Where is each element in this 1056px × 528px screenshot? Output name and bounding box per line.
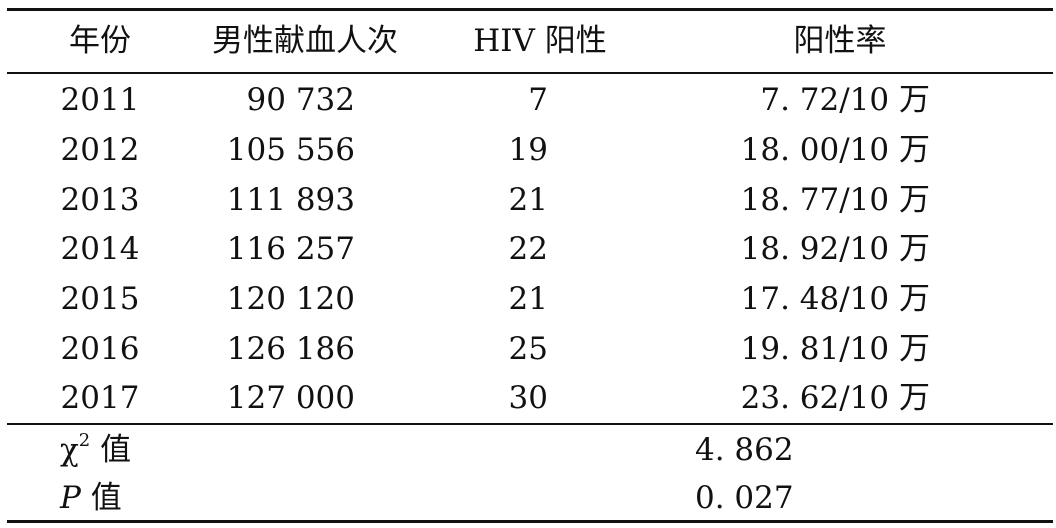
donations-cell: 111 893: [226, 182, 355, 218]
hiv-positive-cell: 30: [508, 380, 548, 416]
year-cell: 2015: [60, 281, 140, 317]
stats-rule: [7, 423, 1053, 425]
positive-rate-cell: 18. 92/10 万: [740, 231, 930, 267]
table-row: 2013 111 893 21 18. 77/10 万: [0, 178, 1056, 222]
donations-cell: 120 120: [226, 281, 355, 317]
header-positive-rate: 阳性率: [793, 23, 887, 59]
hiv-positive-cell: 25: [508, 331, 548, 367]
positive-rate-cell: 18. 77/10 万: [740, 182, 930, 218]
hiv-positive-cell: 19: [508, 132, 548, 168]
year-cell: 2011: [60, 82, 140, 118]
positive-rate-cell: 19. 81/10 万: [740, 331, 930, 367]
top-rule: [7, 8, 1053, 11]
chi-symbol: χ: [60, 432, 79, 468]
positive-rate-cell: 17. 48/10 万: [740, 281, 930, 317]
header-year: 年份: [69, 23, 131, 59]
year-cell: 2013: [60, 182, 140, 218]
p-value-value: 0. 027: [695, 480, 794, 516]
donations-cell: 90 732: [246, 82, 355, 118]
header-hiv-positive: HIV 阳性: [473, 23, 607, 59]
table-row: 2012 105 556 19 18. 00/10 万: [0, 128, 1056, 172]
hiv-positive-cell: 7: [528, 82, 548, 118]
header-rule: [7, 72, 1053, 74]
chi-superscript: 2: [78, 430, 91, 451]
chi-suffix: 值: [100, 432, 132, 468]
donations-cell: 116 257: [226, 231, 355, 267]
p-symbol: P: [60, 480, 81, 516]
table-row: 2011 90 732 7 7. 72/10 万: [0, 78, 1056, 122]
donations-cell: 127 000: [226, 380, 355, 416]
hiv-positive-cell: 21: [508, 281, 548, 317]
year-cell: 2014: [60, 231, 140, 267]
p-suffix: 值: [90, 480, 122, 516]
table-row: 2017 127 000 30 23. 62/10 万: [0, 376, 1056, 420]
table-row: 2015 120 120 21 17. 48/10 万: [0, 277, 1056, 321]
year-cell: 2016: [60, 331, 140, 367]
chi-square-value: 4. 862: [695, 432, 794, 468]
positive-rate-cell: 23. 62/10 万: [740, 380, 930, 416]
header-donations: 男性献血人次: [212, 23, 398, 59]
positive-rate-cell: 7. 72/10 万: [760, 82, 930, 118]
donations-cell: 105 556: [226, 132, 355, 168]
hiv-positive-cell: 22: [508, 231, 548, 267]
chi-square-row: χ2 值 4. 862: [0, 428, 1056, 472]
p-value-label: P 值: [60, 476, 260, 520]
year-cell: 2017: [60, 380, 140, 416]
chi-square-label: χ2 值: [60, 428, 260, 472]
table-row: 2016 126 186 25 19. 81/10 万: [0, 327, 1056, 371]
table-row: 2014 116 257 22 18. 92/10 万: [0, 227, 1056, 271]
header-row: 年份 男性献血人次 HIV 阳性 阳性率: [0, 19, 1056, 63]
donations-cell: 126 186: [226, 331, 355, 367]
bottom-rule: [7, 520, 1053, 523]
p-value-row: P 值 0. 027: [0, 476, 1056, 520]
positive-rate-cell: 18. 00/10 万: [740, 132, 930, 168]
hiv-positive-cell: 21: [508, 182, 548, 218]
year-cell: 2012: [60, 132, 140, 168]
